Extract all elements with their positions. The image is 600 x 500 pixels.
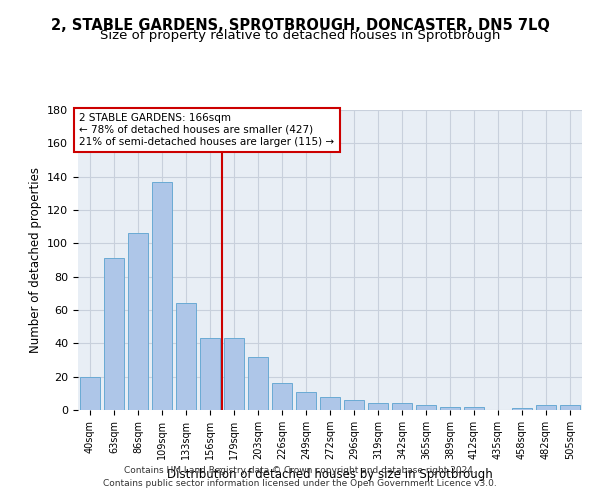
Bar (512, 408, 532, 410)
Bar (536, 405, 556, 410)
Bar (104, 258, 124, 410)
Bar (224, 338, 244, 410)
Text: Size of property relative to detached houses in Sprotbrough: Size of property relative to detached ho… (100, 29, 500, 42)
Text: 2 STABLE GARDENS: 166sqm
← 78% of detached houses are smaller (427)
21% of semi-: 2 STABLE GARDENS: 166sqm ← 78% of detach… (79, 114, 334, 146)
Bar (248, 356, 268, 410)
Bar (272, 384, 292, 410)
Text: Contains HM Land Registry data © Crown copyright and database right 2024.
Contai: Contains HM Land Registry data © Crown c… (103, 466, 497, 487)
Bar (392, 404, 412, 410)
Bar (296, 392, 316, 410)
Bar (440, 406, 460, 410)
Bar (320, 396, 340, 410)
Bar (200, 338, 220, 410)
Bar (416, 405, 436, 410)
Bar (80, 376, 100, 410)
X-axis label: Distribution of detached houses by size in Sprotbrough: Distribution of detached houses by size … (167, 468, 493, 480)
Bar (464, 406, 484, 410)
Bar (176, 304, 196, 410)
Bar (152, 182, 172, 410)
Bar (344, 400, 364, 410)
Y-axis label: Number of detached properties: Number of detached properties (29, 167, 41, 353)
Text: 2, STABLE GARDENS, SPROTBROUGH, DONCASTER, DN5 7LQ: 2, STABLE GARDENS, SPROTBROUGH, DONCASTE… (50, 18, 550, 32)
Bar (368, 404, 388, 410)
Bar (128, 234, 148, 410)
Bar (560, 405, 580, 410)
